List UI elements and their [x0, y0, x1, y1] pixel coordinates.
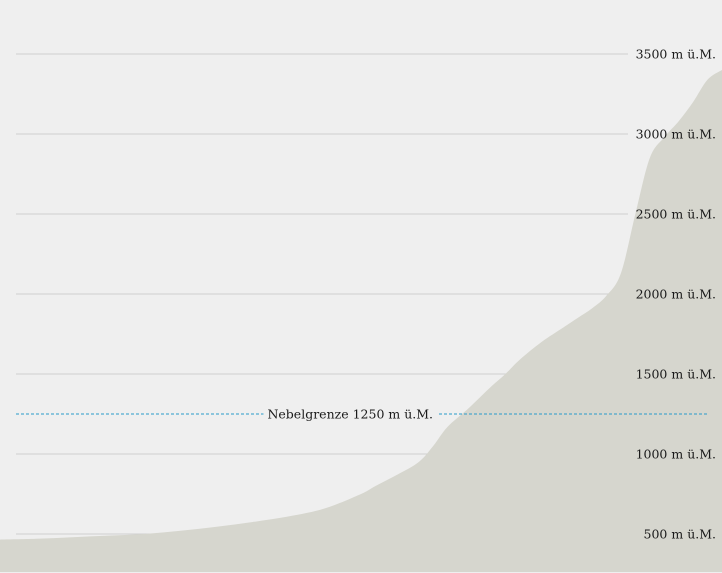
y-tick-label-2000: 2000 m ü.M.: [636, 287, 716, 302]
grid-lines: [16, 53, 628, 535]
y-tick-label-3500: 3500 m ü.M.: [636, 47, 716, 62]
y-tick-label-3000: 3000 m ü.M.: [636, 127, 716, 142]
terrain-area: [0, 70, 722, 572]
y-tick-label-2500: 2500 m ü.M.: [636, 207, 716, 222]
y-tick-label-500: 500 m ü.M.: [644, 527, 716, 542]
y-tick-label-1000: 1000 m ü.M.: [636, 447, 716, 462]
y-tick-labels: 500 m ü.M. 1000 m ü.M. 1500 m ü.M. 2000 m ü…: [636, 47, 716, 542]
terrain-profile: [0, 70, 722, 572]
fog-line-label: Nebelgrenze 1250 m ü.M.: [267, 407, 433, 422]
y-tick-label-1500: 1500 m ü.M.: [636, 367, 716, 382]
fog-line-group: Nebelgrenze 1250 m ü.M.: [16, 407, 708, 422]
